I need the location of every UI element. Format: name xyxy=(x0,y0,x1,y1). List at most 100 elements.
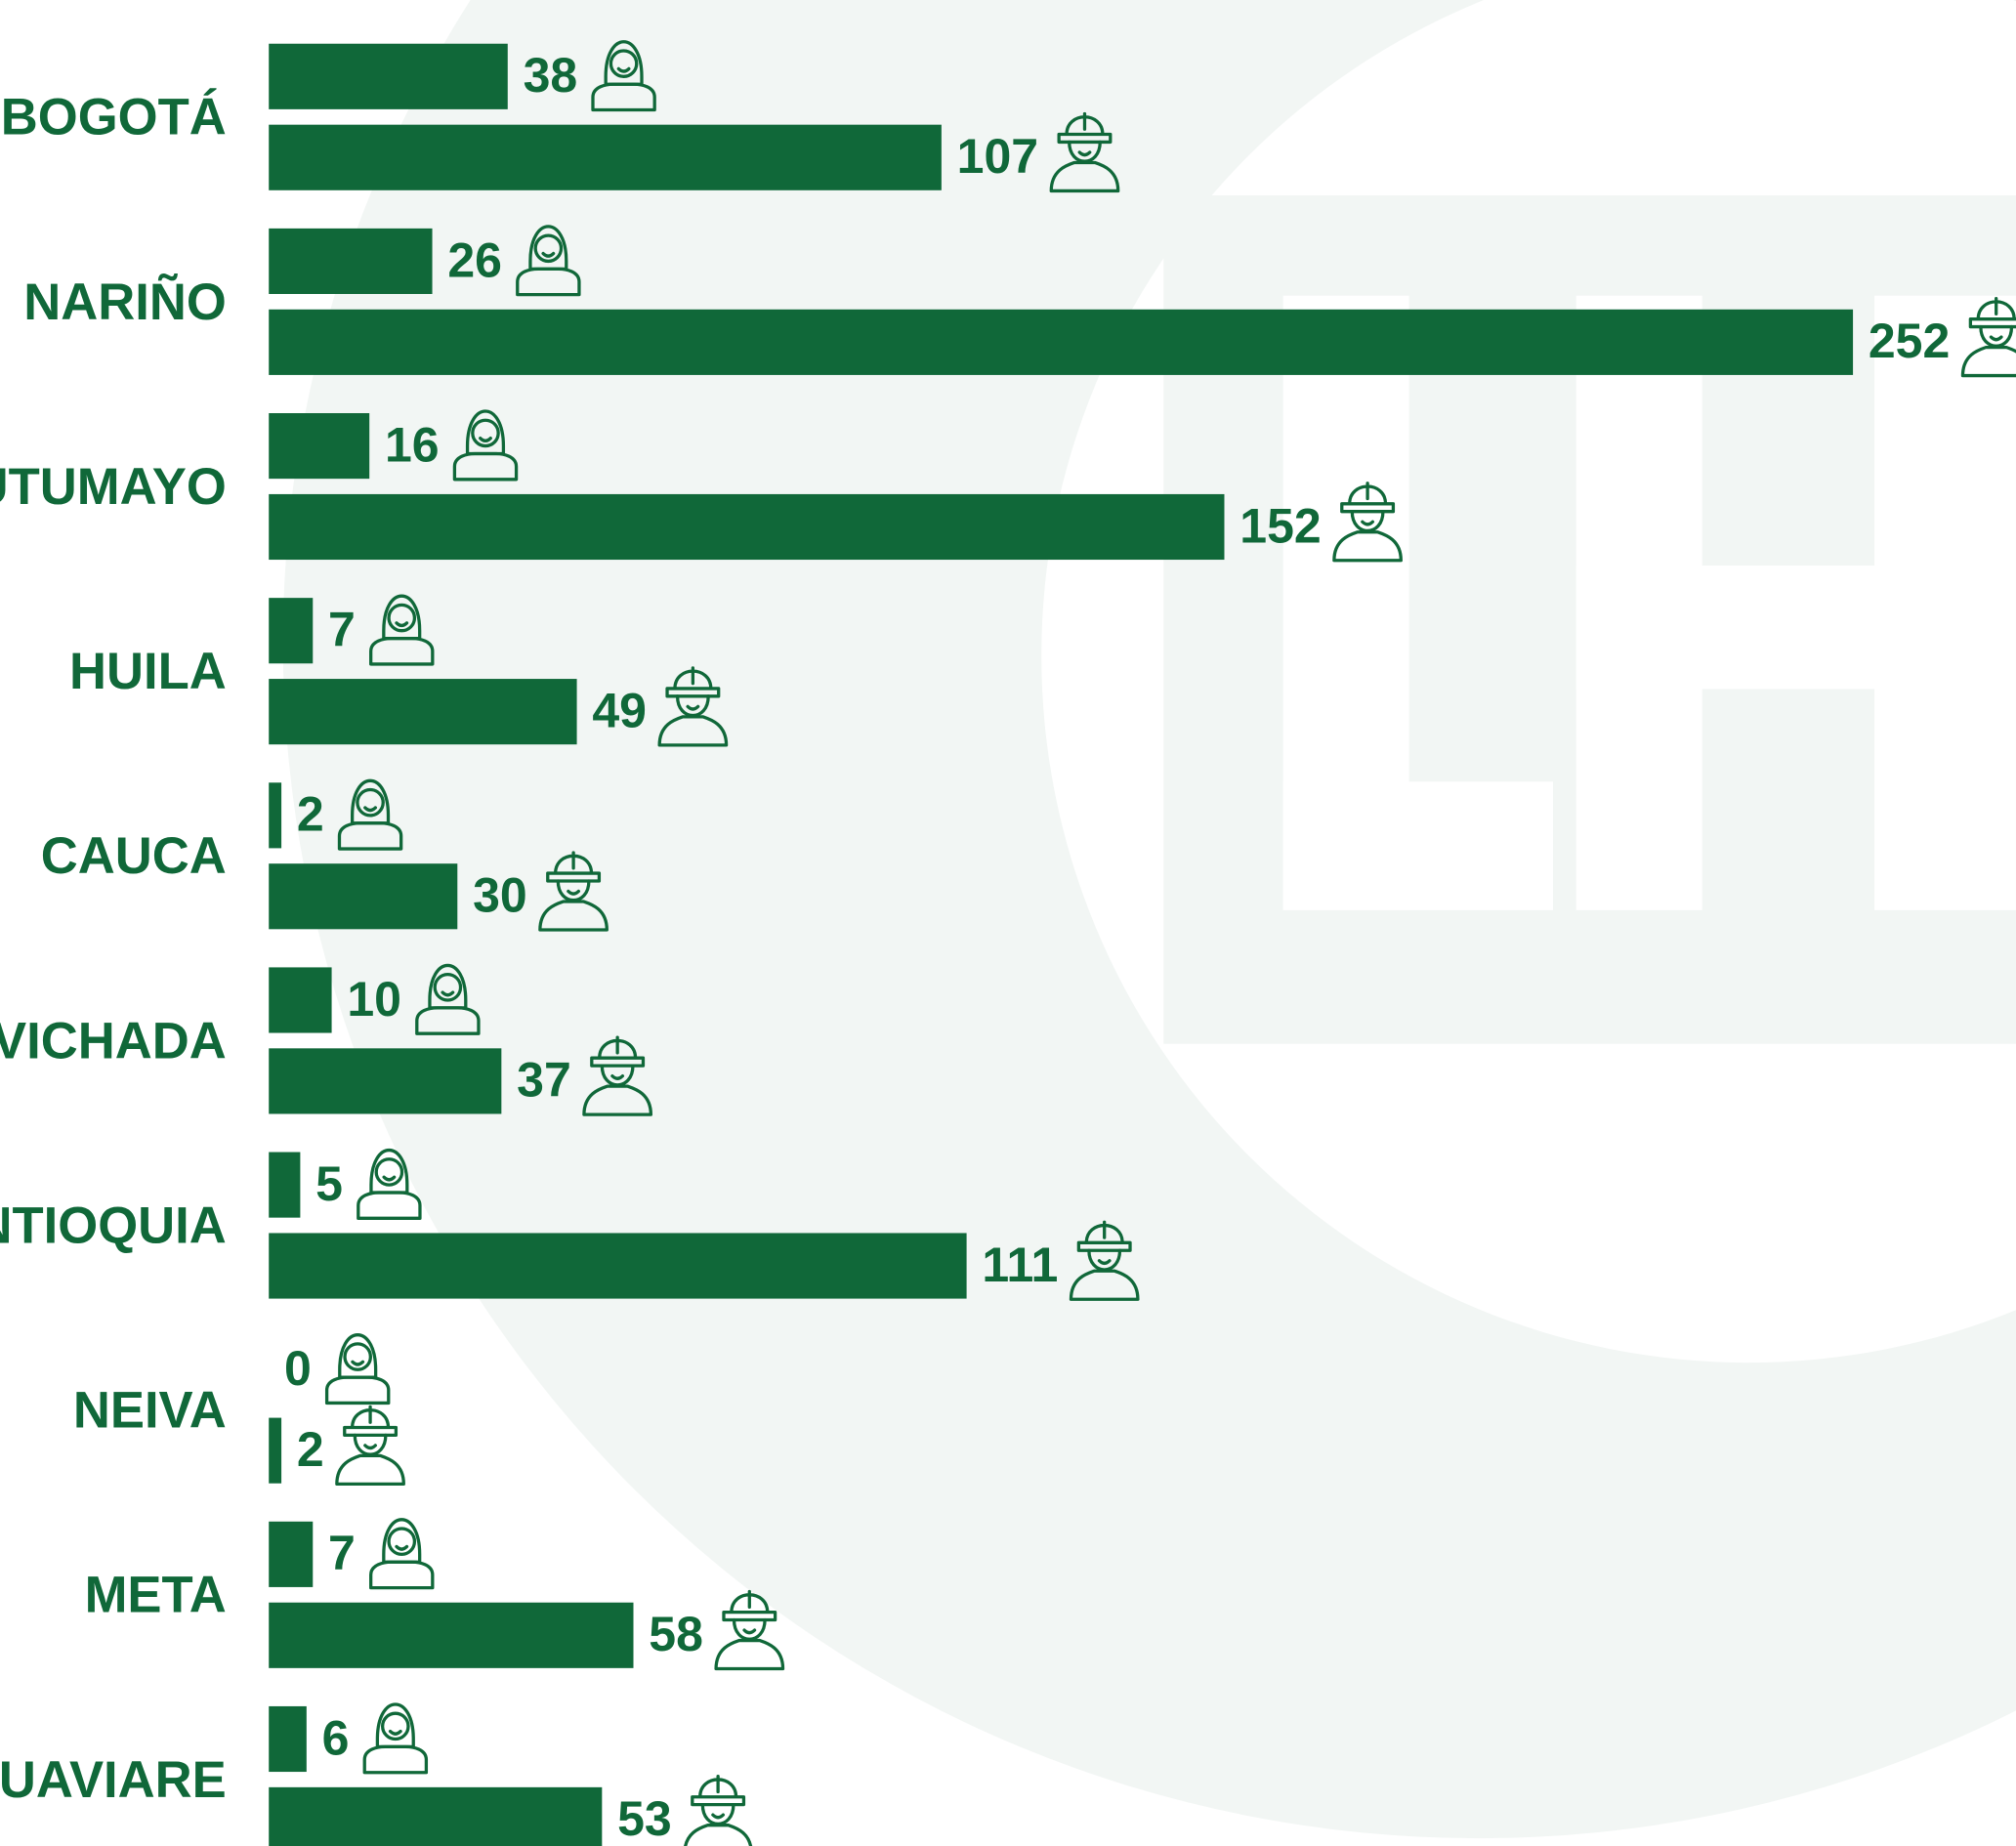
icon-part xyxy=(369,1560,435,1590)
woman-icon xyxy=(369,594,435,666)
icon-part xyxy=(657,715,729,747)
worker-icon xyxy=(582,1035,653,1116)
icon-part xyxy=(382,1518,422,1564)
value-label: 10 xyxy=(347,972,401,1027)
icon-part xyxy=(324,1375,391,1405)
icon-part xyxy=(465,409,506,456)
value-label: 5 xyxy=(315,1156,343,1211)
woman-icon xyxy=(337,778,403,851)
value-label: 53 xyxy=(617,1791,672,1846)
icon-part xyxy=(1340,482,1396,514)
icon-part xyxy=(335,1453,405,1487)
icon-part xyxy=(1968,296,2016,329)
category-label: VICHADA xyxy=(0,1012,227,1070)
bar xyxy=(269,124,942,190)
icon-part xyxy=(567,889,581,896)
icon-part xyxy=(711,1813,726,1820)
category-label: BOGOTÁ xyxy=(1,89,227,147)
bar xyxy=(269,493,1225,561)
icon-part xyxy=(350,778,391,825)
icon-part xyxy=(1057,111,1113,145)
bar xyxy=(269,1417,282,1484)
icon-part xyxy=(609,49,639,78)
icon-part xyxy=(1989,335,2003,342)
category-label: CAUCA xyxy=(41,827,227,885)
icon-part xyxy=(395,1544,409,1551)
category-label: HUILA xyxy=(69,643,227,700)
woman-icon xyxy=(591,40,656,112)
value-label: 2 xyxy=(297,1422,324,1477)
category-label: NARIÑO xyxy=(23,273,227,331)
value-label: 37 xyxy=(517,1053,571,1108)
icon-part xyxy=(1077,150,1092,157)
icon-part xyxy=(684,1824,753,1846)
category-label: NEIVA xyxy=(73,1382,227,1440)
bar xyxy=(269,782,282,849)
icon-part xyxy=(369,1148,409,1195)
icon-part xyxy=(1332,530,1403,563)
worker-icon xyxy=(684,1775,753,1846)
icon-part xyxy=(382,594,422,641)
icon-part xyxy=(1049,160,1120,193)
value-label: 7 xyxy=(328,1526,356,1580)
category-label: GUAVIARE xyxy=(0,1751,227,1809)
woman-icon xyxy=(415,963,481,1035)
value-label: 111 xyxy=(982,1238,1058,1292)
bar xyxy=(269,1233,967,1299)
icon-part xyxy=(479,437,492,442)
icon-part xyxy=(343,1342,373,1371)
bar xyxy=(269,967,332,1033)
value-label: 107 xyxy=(957,129,1038,184)
woman-icon xyxy=(357,1148,422,1220)
value-label: 30 xyxy=(473,868,527,923)
worker-icon xyxy=(1960,296,2016,378)
icon-part xyxy=(338,1333,378,1379)
icon-part xyxy=(516,267,581,297)
icon-part xyxy=(387,1527,417,1557)
icon-part xyxy=(337,821,403,851)
bar xyxy=(269,1602,634,1668)
bar xyxy=(269,309,1854,375)
icon-part xyxy=(387,603,417,633)
icon-part xyxy=(343,1405,399,1438)
category-label: PUTUMAYO xyxy=(0,458,227,516)
icon-part xyxy=(395,621,409,628)
icon-part xyxy=(375,1702,415,1749)
value-label: 152 xyxy=(1239,498,1321,553)
bar xyxy=(269,1152,301,1218)
value-label: 6 xyxy=(322,1710,350,1765)
icon-part xyxy=(722,1589,777,1622)
icon-part xyxy=(353,1433,388,1456)
value-label: 252 xyxy=(1869,314,1950,368)
icon-part xyxy=(452,451,519,482)
icon-part xyxy=(665,666,721,698)
value-label: 2 xyxy=(297,787,324,842)
icon-part xyxy=(388,1729,402,1736)
icon-part xyxy=(591,82,656,112)
icon-part xyxy=(1097,1259,1112,1266)
icon-part xyxy=(533,233,564,264)
icon-part xyxy=(362,1744,429,1775)
value-label: 58 xyxy=(649,1607,703,1661)
icon-part xyxy=(433,973,463,1002)
icon-part xyxy=(1960,345,2016,378)
icon-part xyxy=(604,40,644,86)
icon-part xyxy=(471,418,500,448)
icon-part xyxy=(610,1073,625,1080)
icon-part xyxy=(428,963,468,1010)
icon-part xyxy=(415,1006,481,1035)
woman-icon xyxy=(362,1702,429,1775)
category-label: META xyxy=(85,1567,227,1624)
icon-part xyxy=(381,1711,410,1741)
icon-part xyxy=(1361,520,1375,526)
icon-part xyxy=(356,787,385,818)
value-label: 38 xyxy=(524,48,578,103)
icon-part xyxy=(686,704,700,711)
icon-part xyxy=(1069,1269,1140,1301)
value-label: 7 xyxy=(328,603,356,657)
plot: BOGOTÁ38107NARIÑO26252PUTUMAYO16152HUILA… xyxy=(0,40,2016,1846)
icon-part xyxy=(441,990,455,997)
worker-icon xyxy=(657,666,729,747)
value-label: 26 xyxy=(447,232,502,287)
icon-part xyxy=(363,806,377,813)
